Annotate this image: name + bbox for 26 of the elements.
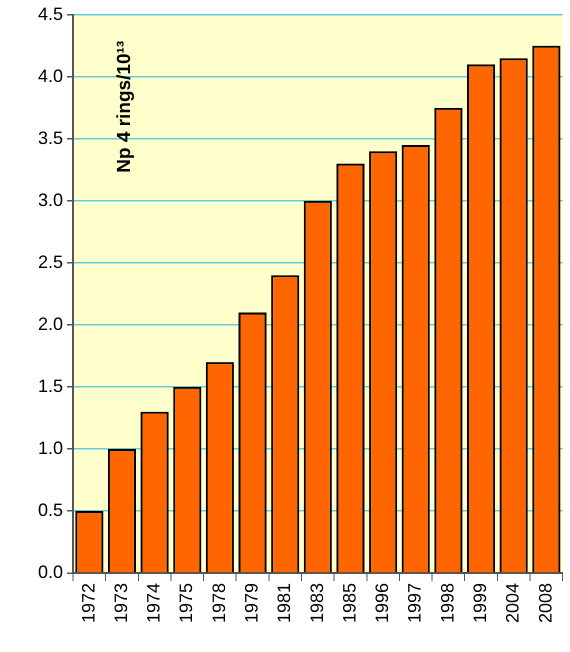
y-tick-label: 4.0 [38, 66, 63, 86]
y-tick-label: 2.0 [38, 314, 63, 334]
y-tick-label: 0.5 [38, 500, 63, 520]
x-tick-label: 1973 [110, 583, 131, 624]
x-tick-label: 1972 [78, 583, 98, 624]
y-tick-label: 3.5 [38, 128, 63, 148]
x-tick-label: 1979 [242, 583, 262, 624]
x-tick-label: 2008 [535, 583, 556, 624]
y-tick-label: 3.0 [38, 190, 63, 210]
x-tick-label: 1998 [437, 583, 458, 624]
y-tick-label: 2.5 [38, 252, 63, 272]
x-tick-label: 1981 [274, 583, 294, 624]
y-tick-label: 1.0 [38, 438, 63, 458]
x-tick-label: 1974 [144, 583, 164, 624]
y-tick-label: 4.5 [38, 4, 63, 24]
x-tick-label: 2004 [502, 583, 523, 624]
x-tick-label: 1975 [176, 583, 196, 624]
x-tick-label: 1999 [470, 583, 490, 624]
x-tick-label: 1997 [404, 583, 425, 624]
y-tick-label: 0.0 [38, 562, 63, 582]
x-tick-label: 1983 [306, 583, 327, 624]
x-tick-label: 1985 [339, 583, 360, 624]
x-tick-label: 1978 [208, 583, 229, 624]
y-tick-label: 1.5 [38, 376, 63, 396]
x-tick-label: 1996 [372, 583, 392, 624]
y-axis-title: Np 4 rings/10¹³ [114, 40, 136, 173]
